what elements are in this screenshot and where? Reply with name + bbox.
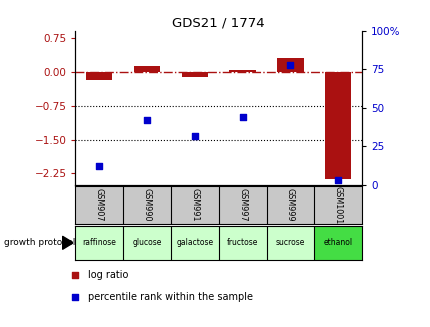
Text: galactose: galactose bbox=[176, 238, 213, 247]
Bar bbox=[75, 226, 123, 260]
Text: GSM1001: GSM1001 bbox=[333, 186, 342, 224]
Text: GSM990: GSM990 bbox=[142, 188, 151, 222]
Bar bbox=[313, 226, 361, 260]
Bar bbox=[123, 226, 171, 260]
Text: sucrose: sucrose bbox=[275, 238, 304, 247]
Bar bbox=[229, 70, 255, 72]
Bar bbox=[266, 226, 313, 260]
Bar bbox=[134, 66, 160, 72]
Bar bbox=[218, 226, 266, 260]
Point bbox=[298, 187, 304, 192]
Text: fructose: fructose bbox=[227, 238, 258, 247]
Text: GSM999: GSM999 bbox=[285, 188, 294, 222]
Bar bbox=[324, 72, 350, 179]
Title: GDS21 / 1774: GDS21 / 1774 bbox=[172, 17, 264, 30]
Text: glucose: glucose bbox=[132, 238, 161, 247]
Text: GSM991: GSM991 bbox=[190, 188, 199, 222]
Point bbox=[334, 178, 341, 183]
Bar bbox=[181, 72, 208, 77]
Text: GSM907: GSM907 bbox=[95, 188, 104, 222]
Bar bbox=[276, 58, 303, 72]
Point bbox=[239, 114, 246, 120]
Bar bbox=[171, 226, 218, 260]
Point bbox=[143, 118, 150, 123]
Point bbox=[286, 62, 293, 67]
Text: growth protocol: growth protocol bbox=[4, 238, 76, 247]
Text: ethanol: ethanol bbox=[323, 238, 352, 247]
Text: raffinose: raffinose bbox=[82, 238, 116, 247]
Bar bbox=[86, 72, 112, 80]
Text: GSM997: GSM997 bbox=[237, 188, 246, 222]
Text: log ratio: log ratio bbox=[88, 270, 128, 281]
Point bbox=[191, 133, 198, 138]
Point bbox=[95, 164, 102, 169]
Polygon shape bbox=[62, 236, 73, 249]
Text: percentile rank within the sample: percentile rank within the sample bbox=[88, 292, 252, 302]
